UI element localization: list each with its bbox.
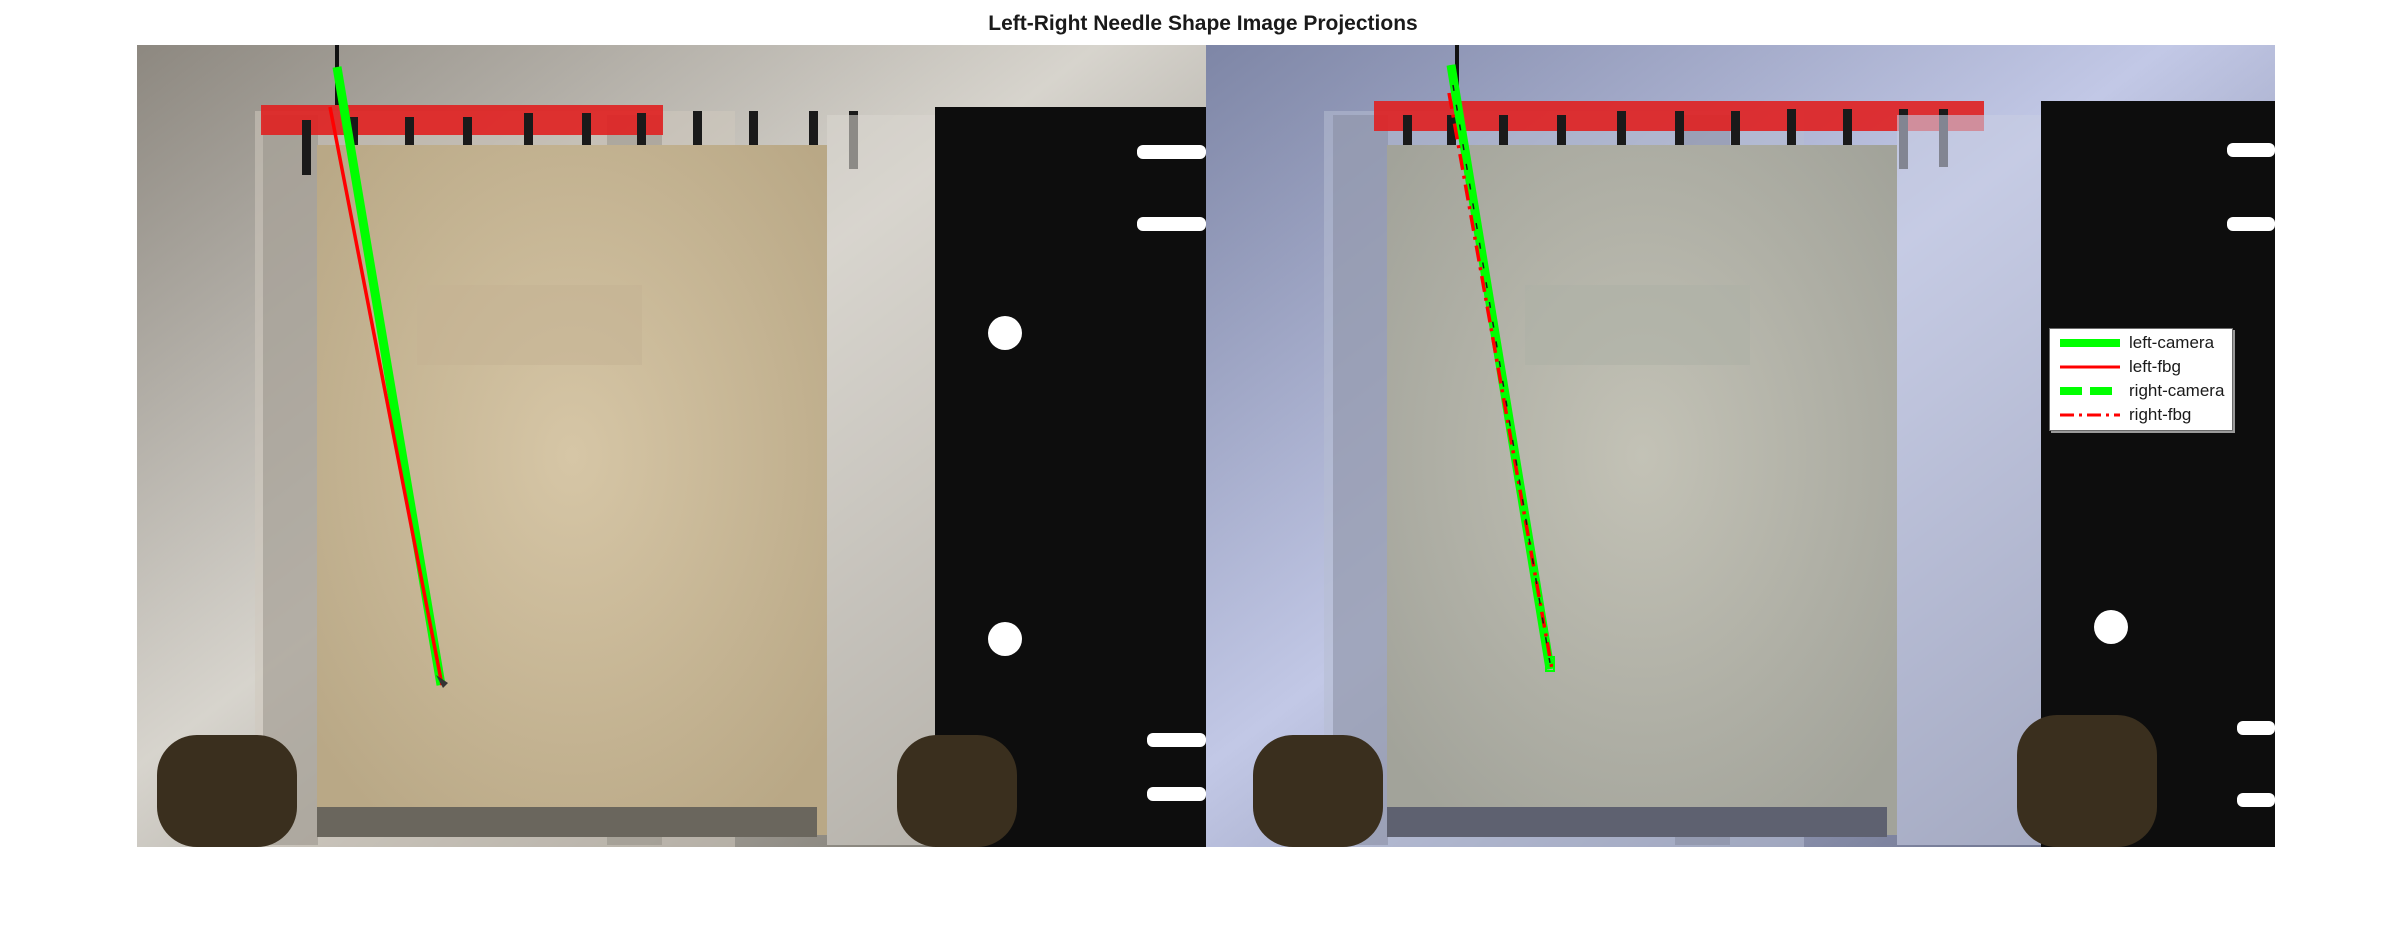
legend-label: right-camera — [2129, 381, 2225, 400]
needle-tip-marker — [436, 675, 448, 688]
legend-swatch-right-fbg — [2060, 413, 2120, 417]
right-image-needle-projections — [1446, 64, 1555, 672]
legend-item-right-fbg: right-fbg — [2058, 405, 2191, 425]
right-camera-image — [1206, 45, 2275, 847]
figure-title: Left-Right Needle Shape Image Projection… — [988, 12, 1418, 35]
legend-swatch-right-camera — [2060, 387, 2120, 395]
legend-swatch-left-camera — [2060, 339, 2120, 347]
right-image-fbg-line — [1447, 92, 1554, 670]
left-camera-image — [137, 45, 1206, 847]
legend: left-camera left-fbg right-camera right-… — [2049, 328, 2233, 431]
left-image-needle-projections — [328, 66, 448, 688]
legend-label: right-fbg — [2129, 405, 2192, 424]
right-image-tip-marker — [1545, 656, 1555, 672]
legend-item-left-camera: left-camera — [2058, 333, 2214, 353]
legend-label: left-fbg — [2129, 357, 2181, 376]
left-image-fbg-line — [328, 106, 444, 686]
legend-item-left-fbg: left-fbg — [2058, 357, 2181, 377]
legend-swatch-left-fbg — [2060, 365, 2120, 369]
legend-label: left-camera — [2129, 333, 2215, 352]
legend-item-right-camera: right-camera — [2058, 381, 2224, 401]
stereo-image-pair — [137, 45, 2275, 847]
